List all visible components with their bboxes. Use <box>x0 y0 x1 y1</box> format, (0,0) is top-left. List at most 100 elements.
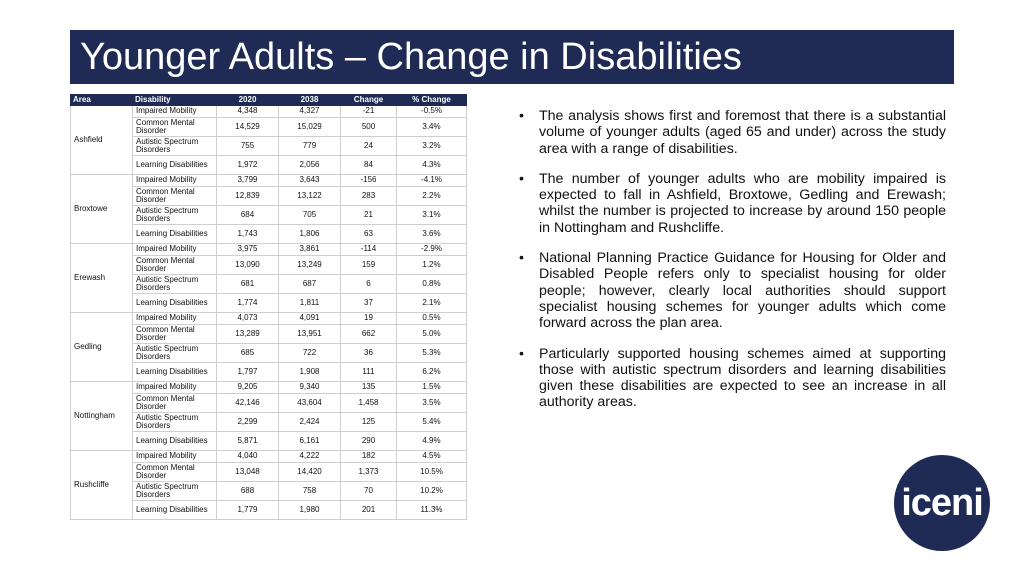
value-cell: 70 <box>340 481 397 501</box>
disability-cell: Common Mental Disorder <box>132 117 217 137</box>
value-cell: 5,871 <box>216 431 279 451</box>
value-cell: 4.9% <box>396 431 467 451</box>
table-row: Common Mental Disorder 13,090 13,249 159 1.2… <box>71 255 467 275</box>
value-cell: 11.3% <box>396 500 467 520</box>
value-cell: 1,811 <box>278 293 341 313</box>
header-pct-change: % Change <box>396 94 467 106</box>
value-cell: 201 <box>340 500 397 520</box>
value-cell: 1,458 <box>340 393 397 413</box>
value-cell: 500 <box>340 117 397 137</box>
disability-cell: Autistic Spectrum Disorders <box>132 205 217 225</box>
table-row: Common Mental Disorder 13,048 14,420 1,373 1… <box>71 462 467 482</box>
disability-cell: Impaired Mobility <box>132 312 217 325</box>
value-cell: 3.6% <box>396 224 467 244</box>
value-cell: 9,340 <box>278 381 341 394</box>
value-cell: 2.1% <box>396 293 467 313</box>
value-cell: 3.1% <box>396 205 467 225</box>
slide-title: Younger Adults – Change in Disabilities <box>70 30 954 84</box>
value-cell: 182 <box>340 450 397 463</box>
area-cell: Nottingham <box>70 381 133 451</box>
disability-cell: Learning Disabilities <box>132 155 217 175</box>
value-cell: 688 <box>216 481 279 501</box>
table-row: Learning Disabilities 1,779 1,980 201 11.3% <box>71 500 467 520</box>
bullet-text: Particularly supported housing schemes a… <box>539 345 946 411</box>
table-row: Common Mental Disorder 12,839 13,122 283 2.2… <box>71 186 467 206</box>
value-cell: 36 <box>340 343 397 363</box>
value-cell: 4,040 <box>216 450 279 463</box>
disability-cell: Autistic Spectrum Disorders <box>132 136 217 156</box>
table-body: Ashfield Impaired Mobility 4,348 4,327 -21 -0… <box>70 105 467 520</box>
value-cell: 6,161 <box>278 431 341 451</box>
disability-cell: Common Mental Disorder <box>132 255 217 275</box>
disability-cell: Autistic Spectrum Disorders <box>132 412 217 432</box>
disability-cell: Impaired Mobility <box>132 105 217 118</box>
bullet-item: • Particularly supported housing schemes … <box>518 346 946 411</box>
value-cell: 13,090 <box>216 255 279 275</box>
value-cell: 1,980 <box>278 500 341 520</box>
value-cell: 1,743 <box>216 224 279 244</box>
value-cell: -2.9% <box>396 243 467 256</box>
value-cell: 0.8% <box>396 274 467 294</box>
value-cell: 4.5% <box>396 450 467 463</box>
disability-cell: Impaired Mobility <box>132 174 217 187</box>
value-cell: 2,056 <box>278 155 341 175</box>
disability-cell: Learning Disabilities <box>132 362 217 382</box>
value-cell: 37 <box>340 293 397 313</box>
value-cell: 1,774 <box>216 293 279 313</box>
table-header-row: Area Disability 2020 2038 Change % Chang… <box>70 94 467 106</box>
area-cell: Erewash <box>70 243 133 313</box>
area-cell: Broxtowe <box>70 174 133 244</box>
bullet-text: The number of younger adults who are mob… <box>539 170 946 236</box>
value-cell: 1,797 <box>216 362 279 382</box>
value-cell: 4,091 <box>278 312 341 325</box>
value-cell: 2,299 <box>216 412 279 432</box>
value-cell: 2.2% <box>396 186 467 206</box>
disability-cell: Common Mental Disorder <box>132 324 217 344</box>
table-row: Learning Disabilities 5,871 6,161 290 4.9% <box>71 431 467 451</box>
value-cell: 687 <box>278 274 341 294</box>
value-cell: 5.3% <box>396 343 467 363</box>
disability-cell: Learning Disabilities <box>132 293 217 313</box>
value-cell: 4,073 <box>216 312 279 325</box>
value-cell: 84 <box>340 155 397 175</box>
value-cell: 290 <box>340 431 397 451</box>
value-cell: 13,249 <box>278 255 341 275</box>
value-cell: 3,861 <box>278 243 341 256</box>
table-row: Erewash Impaired Mobility 3,975 3,861 -114 -2… <box>70 243 467 313</box>
value-cell: 283 <box>340 186 397 206</box>
commentary-bullets: • The analysis shows first and foremost t… <box>518 108 946 425</box>
value-cell: 3.4% <box>396 117 467 137</box>
area-cell: Rushcliffe <box>70 450 133 520</box>
table-row: Autistic Spectrum Disorders 688 758 70 10.2% <box>71 481 467 501</box>
bullet-marker: • <box>519 170 524 187</box>
header-2038: 2038 <box>278 94 341 106</box>
disability-cell: Impaired Mobility <box>132 243 217 256</box>
disability-cell: Common Mental Disorder <box>132 462 217 482</box>
value-cell: 1,373 <box>340 462 397 482</box>
value-cell: 4,348 <box>216 105 279 118</box>
table-row: Learning Disabilities 1,774 1,811 37 2.1% <box>71 293 467 313</box>
value-cell: 662 <box>340 324 397 344</box>
value-cell: 705 <box>278 205 341 225</box>
value-cell: 3.5% <box>396 393 467 413</box>
disability-cell: Autistic Spectrum Disorders <box>132 481 217 501</box>
table-row: Broxtowe Impaired Mobility 3,799 3,643 -156-… <box>70 174 467 244</box>
value-cell: 3.2% <box>396 136 467 156</box>
iceni-logo: iceni <box>894 455 990 551</box>
value-cell: 684 <box>216 205 279 225</box>
value-cell: 111 <box>340 362 397 382</box>
area-cell: Gedling <box>70 312 133 382</box>
bullet-item: • The number of younger adults who are mo… <box>518 171 946 236</box>
value-cell: 3,975 <box>216 243 279 256</box>
bullet-marker: • <box>519 345 524 362</box>
disability-cell: Common Mental Disorder <box>132 186 217 206</box>
value-cell: 1,806 <box>278 224 341 244</box>
value-cell: 10.2% <box>396 481 467 501</box>
value-cell: 14,529 <box>216 117 279 137</box>
header-area: Area <box>70 94 133 106</box>
table-row: Common Mental Disorder 42,146 43,604 1,458 3… <box>71 393 467 413</box>
value-cell: 1,779 <box>216 500 279 520</box>
value-cell: 42,146 <box>216 393 279 413</box>
disability-cell: Autistic Spectrum Disorders <box>132 274 217 294</box>
value-cell: 2,424 <box>278 412 341 432</box>
